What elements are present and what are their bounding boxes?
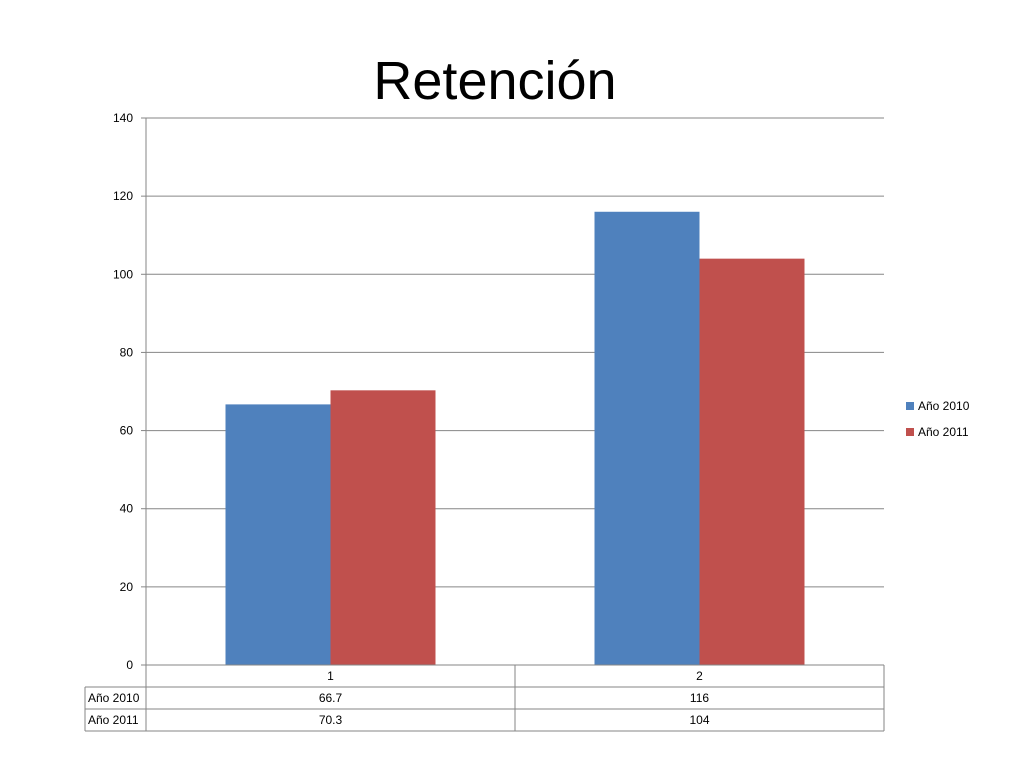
- chart-title: Retención: [373, 51, 617, 111]
- y-tick-label: 80: [120, 345, 134, 359]
- legend-label: Año 2011: [918, 425, 969, 439]
- data-table: 1 2 Año 2010 66.7 116 Año 2011 70.3 104: [84, 665, 885, 732]
- data-label: 70.3: [319, 713, 343, 727]
- legend-swatch: [906, 402, 914, 410]
- y-tick-label: 140: [113, 111, 133, 125]
- y-tick-label: 120: [113, 189, 133, 203]
- data-label: 66.7: [319, 691, 343, 705]
- y-tick-label: 100: [113, 267, 133, 281]
- legend: Año 2010 Año 2011: [906, 399, 970, 439]
- y-tick-label: 60: [120, 424, 134, 438]
- table-series-name: Año 2010: [88, 691, 140, 705]
- bar: [330, 390, 436, 665]
- bars: [225, 211, 805, 665]
- legend-swatch: [906, 428, 914, 436]
- x-tick-label: 1: [327, 669, 334, 683]
- bar: [225, 404, 331, 665]
- bar: [699, 258, 805, 665]
- y-tick-label: 0: [126, 658, 133, 672]
- data-label: 104: [689, 713, 709, 727]
- y-tick-label: 20: [120, 580, 134, 594]
- bar: [594, 211, 700, 665]
- data-label: 116: [690, 691, 709, 705]
- table-series-name: Año 2011: [88, 713, 139, 727]
- y-tick-label: 40: [120, 502, 134, 516]
- x-tick-label: 2: [696, 669, 703, 683]
- legend-label: Año 2010: [918, 399, 970, 413]
- axes: 0 20 40 60 80 100 120 140: [113, 111, 884, 672]
